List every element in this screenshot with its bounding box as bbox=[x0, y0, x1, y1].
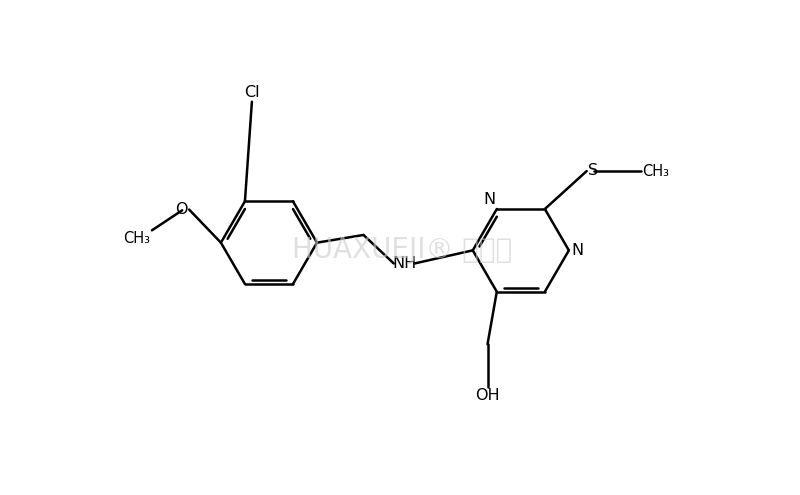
Text: CH₃: CH₃ bbox=[123, 231, 150, 246]
Text: O: O bbox=[175, 202, 187, 217]
Text: N: N bbox=[571, 243, 583, 258]
Text: S: S bbox=[588, 163, 598, 178]
Text: CH₃: CH₃ bbox=[642, 163, 670, 179]
Text: HUAXUEJI® 化学加: HUAXUEJI® 化学加 bbox=[292, 236, 512, 264]
Text: Cl: Cl bbox=[244, 85, 260, 100]
Text: N: N bbox=[483, 193, 495, 207]
Text: NH: NH bbox=[393, 256, 417, 271]
Text: OH: OH bbox=[475, 388, 500, 403]
